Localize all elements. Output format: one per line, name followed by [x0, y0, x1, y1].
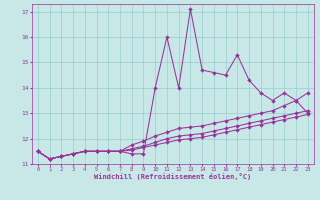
- X-axis label: Windchill (Refroidissement éolien,°C): Windchill (Refroidissement éolien,°C): [94, 173, 252, 180]
